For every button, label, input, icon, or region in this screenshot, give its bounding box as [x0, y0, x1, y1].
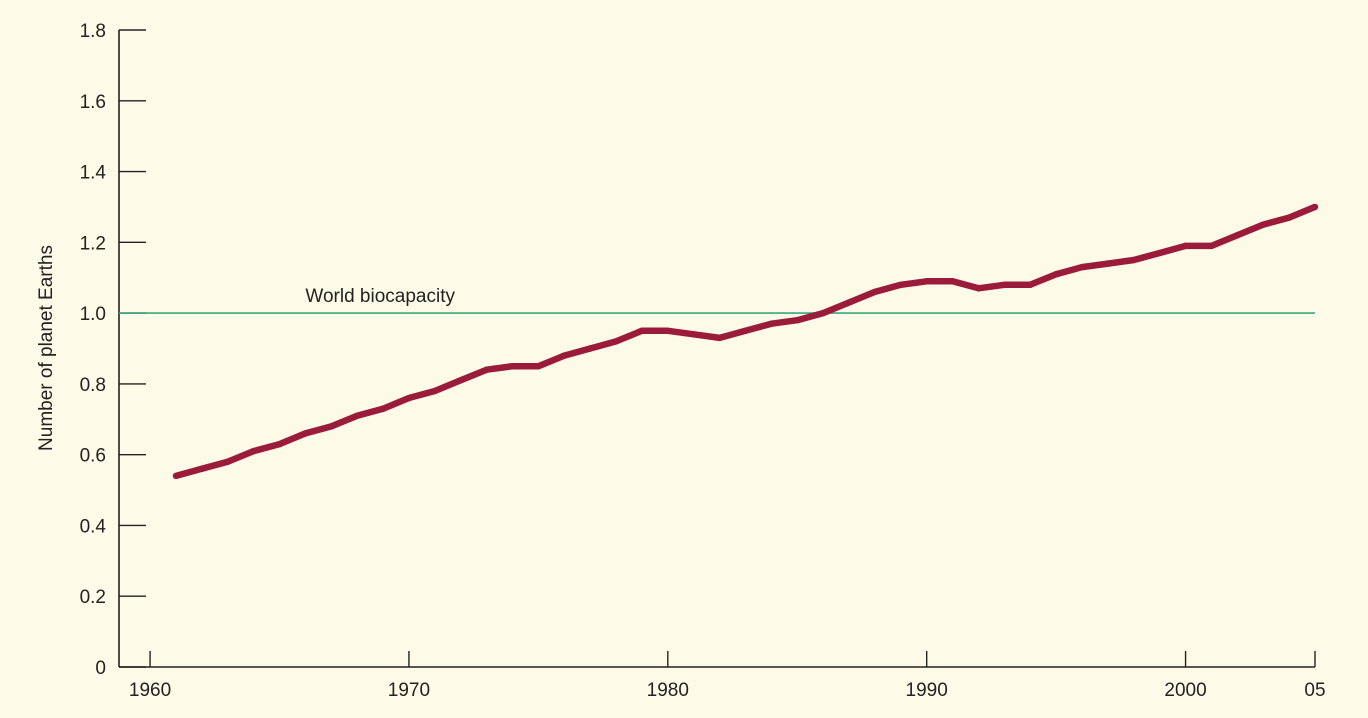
data-point: [561, 352, 568, 359]
data-point: [1285, 214, 1293, 221]
data-point: [328, 423, 335, 430]
data-point: [483, 366, 490, 373]
data-point: [276, 440, 283, 448]
y-tick-label: 1.4: [80, 163, 107, 184]
y-tick-label: 0.6: [80, 446, 106, 467]
series-group: [172, 203, 1319, 480]
data-point: [1130, 256, 1137, 264]
axes: 0 0.2 0.4 0.6 0.8 1.0 1.2 1.4 1.6 1.8 1960 1970 1980…: [80, 21, 1326, 701]
y-tick-label: 0.2: [80, 587, 106, 608]
data-point: [638, 327, 646, 335]
data-point: [1052, 270, 1060, 278]
data-point: [949, 278, 956, 285]
data-point: [535, 362, 542, 370]
data-point: [1208, 242, 1215, 250]
y-tick-label: 1.0: [80, 304, 106, 325]
data-point: [431, 387, 439, 395]
data-point: [768, 320, 775, 327]
data-point: [509, 362, 516, 370]
x-tick-label: 1960: [129, 680, 171, 701]
data-point: [612, 338, 620, 345]
data-point: [353, 412, 361, 419]
y-tick-label: 0.8: [80, 375, 106, 396]
data-point: [1104, 260, 1112, 267]
x-tick-label: 05: [1304, 680, 1325, 701]
data-point: [198, 465, 206, 473]
y-tick-label: 1.8: [80, 21, 106, 42]
data-point: [1078, 263, 1086, 271]
reference-lines: World biocapacity: [119, 286, 1315, 314]
data-point: [172, 472, 180, 480]
data-point: [379, 405, 387, 412]
data-point: [1027, 281, 1034, 288]
y-tick-label: 1.2: [80, 233, 106, 254]
data-point: [897, 281, 905, 288]
data-point: [1234, 232, 1241, 239]
data-point: [405, 394, 413, 402]
reference-line-label: World biocapacity: [305, 286, 455, 307]
y-axis-title: Number of planet Earths: [36, 245, 57, 451]
data-point: [586, 345, 594, 352]
x-tick-label: 1980: [647, 680, 689, 701]
y-tick-label: 1.6: [80, 92, 106, 113]
data-point: [923, 278, 930, 285]
data-point: [1001, 281, 1008, 288]
data-point: [224, 458, 231, 465]
data-point: [457, 377, 464, 384]
data-point: [716, 334, 723, 342]
y-tick-label: 0.4: [80, 516, 107, 537]
data-point: [1260, 221, 1267, 228]
x-tick-label: 1990: [906, 680, 948, 701]
x-tick-label: 1970: [388, 680, 430, 701]
data-point: [794, 316, 801, 324]
data-point: [975, 285, 982, 292]
data-point: [1182, 242, 1189, 250]
data-point: [690, 331, 697, 338]
data-point: [664, 327, 672, 335]
y-tick-label: 0: [95, 658, 106, 679]
data-point: [1311, 203, 1319, 211]
data-point: [302, 430, 309, 437]
data-point: [845, 299, 853, 306]
data-point: [871, 288, 879, 296]
data-point: [250, 447, 257, 455]
data-point: [742, 327, 749, 335]
x-tick-label: 2000: [1164, 680, 1206, 701]
data-point: [1156, 249, 1163, 257]
data-point: [819, 309, 827, 317]
